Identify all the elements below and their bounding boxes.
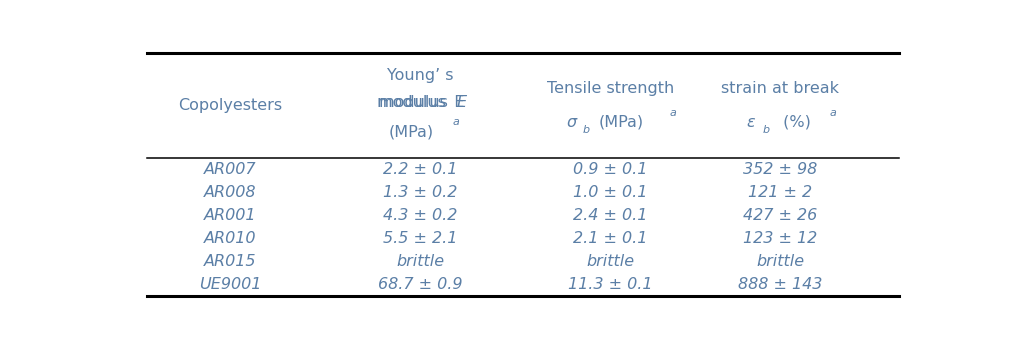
Text: 352 ± 98: 352 ± 98	[743, 162, 818, 177]
Text: Tensile strength: Tensile strength	[546, 81, 674, 96]
Text: 2.1 ± 0.1: 2.1 ± 0.1	[573, 231, 647, 246]
Text: AR008: AR008	[204, 185, 256, 200]
Text: ε: ε	[746, 115, 755, 130]
Text: UE9001: UE9001	[199, 277, 261, 292]
Text: AR010: AR010	[204, 231, 256, 246]
Text: (%): (%)	[778, 115, 811, 130]
Text: Copolyesters: Copolyesters	[179, 98, 283, 113]
Text: brittle: brittle	[396, 254, 444, 269]
Text: 121 ± 2: 121 ± 2	[748, 185, 813, 200]
Text: 1.0 ± 0.1: 1.0 ± 0.1	[573, 185, 647, 200]
Text: σ: σ	[567, 115, 577, 130]
Text: 68.7 ± 0.9: 68.7 ± 0.9	[378, 277, 463, 292]
Text: 888 ± 143: 888 ± 143	[738, 277, 823, 292]
Text: 0.9 ± 0.1: 0.9 ± 0.1	[573, 162, 647, 177]
Text: 4.3 ± 0.2: 4.3 ± 0.2	[383, 208, 457, 223]
Text: b: b	[763, 125, 770, 135]
Text: 11.3 ± 0.1: 11.3 ± 0.1	[568, 277, 652, 292]
Text: AR007: AR007	[204, 162, 256, 177]
Text: modulus: modulus	[380, 95, 453, 110]
Text: 1.3 ± 0.2: 1.3 ± 0.2	[383, 185, 457, 200]
Text: 2.4 ± 0.1: 2.4 ± 0.1	[573, 208, 647, 223]
Text: brittle: brittle	[586, 254, 634, 269]
Text: strain at break: strain at break	[722, 81, 839, 96]
Text: AR001: AR001	[204, 208, 256, 223]
Text: a: a	[452, 117, 459, 127]
Text: E: E	[456, 95, 467, 110]
Text: 123 ± 12: 123 ± 12	[743, 231, 818, 246]
Text: 427 ± 26: 427 ± 26	[743, 208, 818, 223]
Text: brittle: brittle	[757, 254, 805, 269]
Text: 5.5 ± 2.1: 5.5 ± 2.1	[383, 231, 457, 246]
Text: b: b	[583, 125, 590, 135]
Text: a: a	[670, 108, 677, 118]
Text: a: a	[829, 108, 836, 118]
Text: (MPa): (MPa)	[388, 124, 434, 139]
Text: 2.2 ± 0.1: 2.2 ± 0.1	[383, 162, 457, 177]
Text: modulus  E: modulus E	[377, 95, 465, 110]
Text: Young’ s: Young’ s	[387, 68, 453, 83]
Text: (MPa): (MPa)	[598, 115, 643, 130]
Text: AR015: AR015	[204, 254, 256, 269]
